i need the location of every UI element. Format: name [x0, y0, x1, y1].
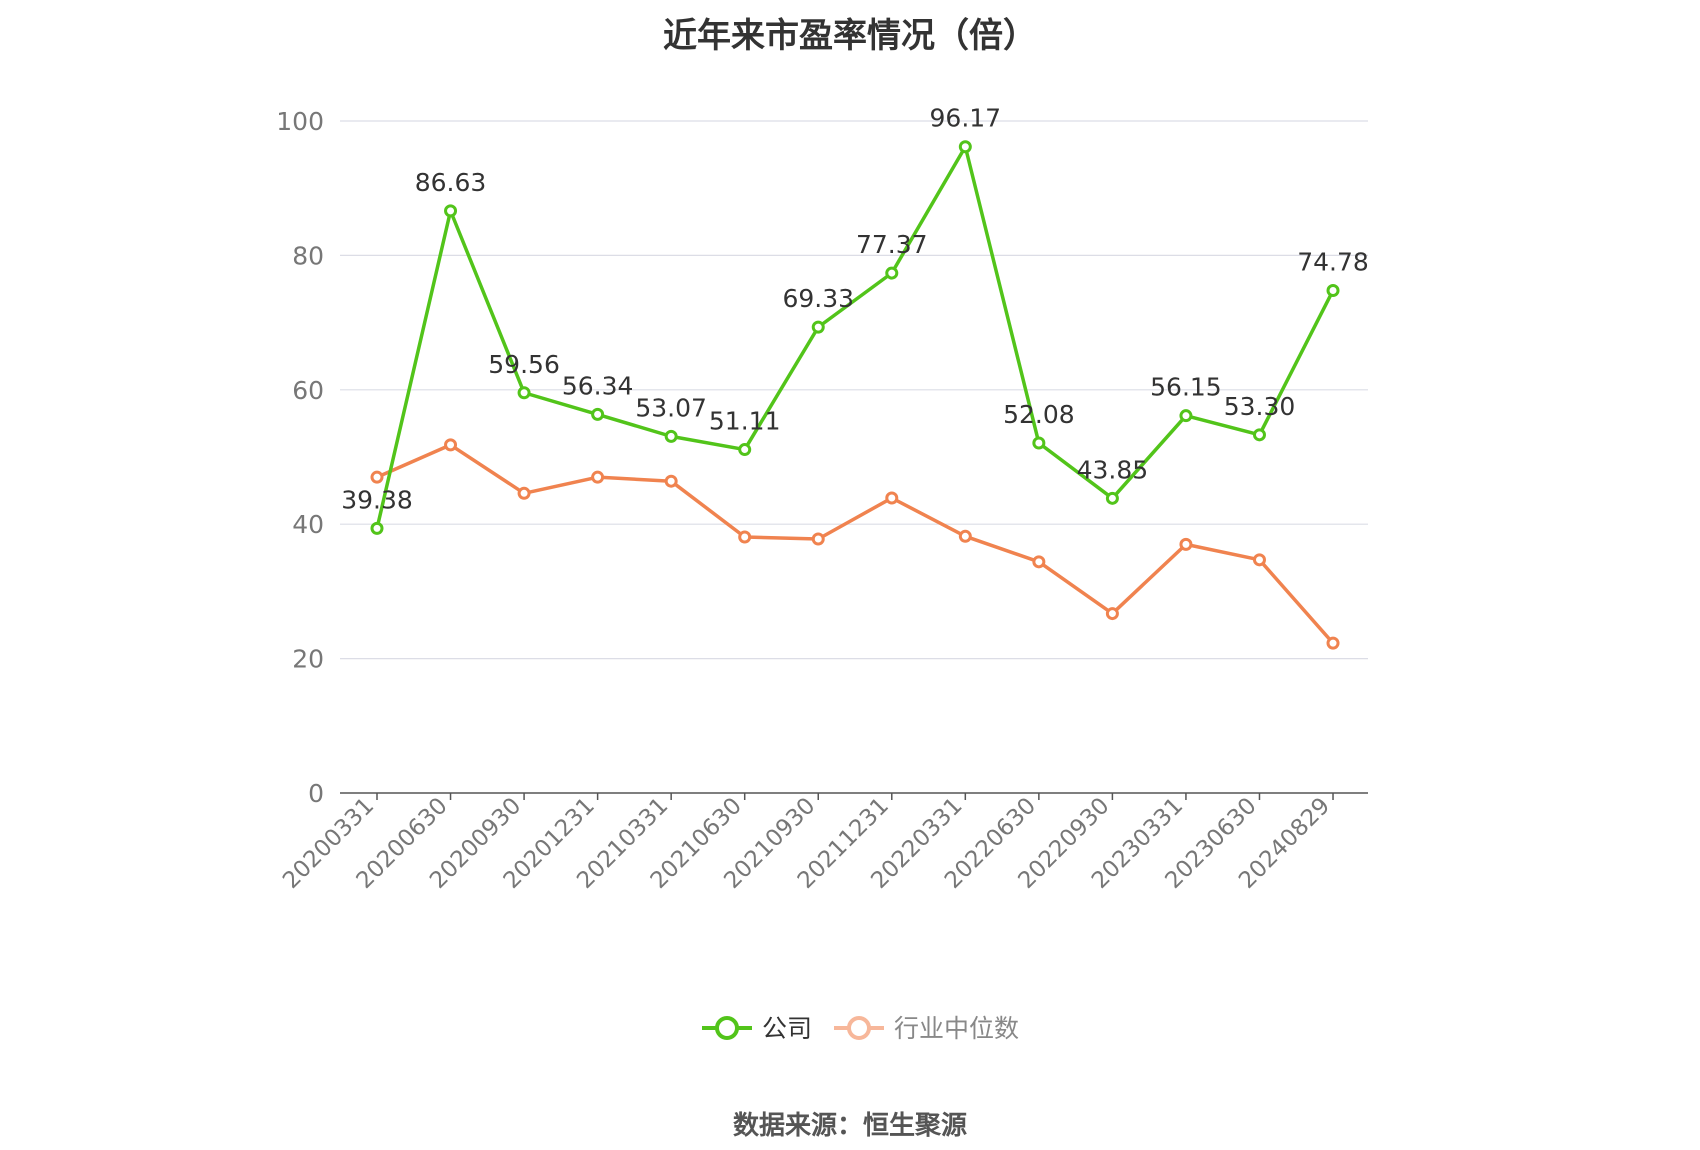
- industry-point: [664, 474, 678, 488]
- legend-label: 公司: [762, 1014, 812, 1043]
- chart-title: 近年来市盈率情况（倍）: [663, 16, 1037, 56]
- industry-point: [958, 529, 972, 543]
- industry-point: [885, 491, 899, 505]
- legend-item-company[interactable]: 公司: [702, 1014, 812, 1043]
- company-point: [1032, 436, 1046, 450]
- data-label: 96.17: [930, 104, 1002, 133]
- company-point: [517, 386, 531, 400]
- industry-point: [1179, 537, 1193, 551]
- company-point: [811, 320, 825, 334]
- axes: 0204060801002020033120200630202009302020…: [276, 107, 1368, 894]
- industry-point: [444, 438, 458, 452]
- company-point: [664, 429, 678, 443]
- y-tick-label: 80: [292, 241, 324, 270]
- source-note: 数据来源：恒生聚源: [732, 1111, 967, 1141]
- industry-point: [517, 486, 531, 500]
- company-point: [370, 521, 384, 535]
- industry-point: [1252, 553, 1266, 567]
- industry-series-line: [376, 443, 1335, 645]
- series-lines: [370, 140, 1340, 650]
- data-label: 59.56: [488, 350, 560, 379]
- y-tick-label: 60: [292, 376, 324, 405]
- data-label: 53.07: [635, 393, 707, 422]
- industry-point: [370, 470, 384, 484]
- industry-point: [1105, 607, 1119, 621]
- data-label: 53.30: [1224, 392, 1296, 421]
- data-label: 69.33: [782, 284, 854, 313]
- legend-label: 行业中位数: [894, 1014, 1019, 1043]
- data-label: 74.78: [1297, 247, 1369, 276]
- y-tick-label: 100: [276, 107, 324, 136]
- grid-lines: [340, 120, 1368, 660]
- company-point: [1326, 283, 1340, 297]
- y-tick-label: 20: [292, 645, 324, 674]
- data-label: 43.85: [1077, 455, 1149, 484]
- industry-point: [1326, 636, 1340, 650]
- company-point: [1179, 409, 1193, 423]
- legend-item-industry[interactable]: 行业中位数: [834, 1014, 1019, 1043]
- company-series-line: [375, 144, 1335, 529]
- y-tick-label: 40: [292, 510, 324, 539]
- company-point: [738, 443, 752, 457]
- data-label: 86.63: [415, 168, 487, 197]
- industry-point: [1032, 555, 1046, 569]
- y-tick-label: 0: [308, 779, 324, 808]
- industry-point: [591, 470, 605, 484]
- legend[interactable]: 公司 行业中位数: [702, 1014, 1019, 1043]
- legend-marker-icon: [847, 1016, 871, 1040]
- data-label: 51.11: [709, 407, 781, 436]
- data-label: 77.37: [856, 230, 928, 259]
- industry-point: [738, 530, 752, 544]
- company-point: [885, 266, 899, 280]
- company-point: [1252, 428, 1266, 442]
- data-label: 39.38: [341, 485, 413, 514]
- company-point: [591, 407, 605, 421]
- data-label: 52.08: [1003, 400, 1075, 429]
- data-label: 56.34: [562, 371, 634, 400]
- company-point: [958, 140, 972, 154]
- industry-point: [811, 532, 825, 546]
- legend-marker-icon: [715, 1016, 739, 1040]
- company-point: [444, 204, 458, 218]
- data-label: 56.15: [1150, 373, 1222, 402]
- company-point: [1105, 491, 1119, 505]
